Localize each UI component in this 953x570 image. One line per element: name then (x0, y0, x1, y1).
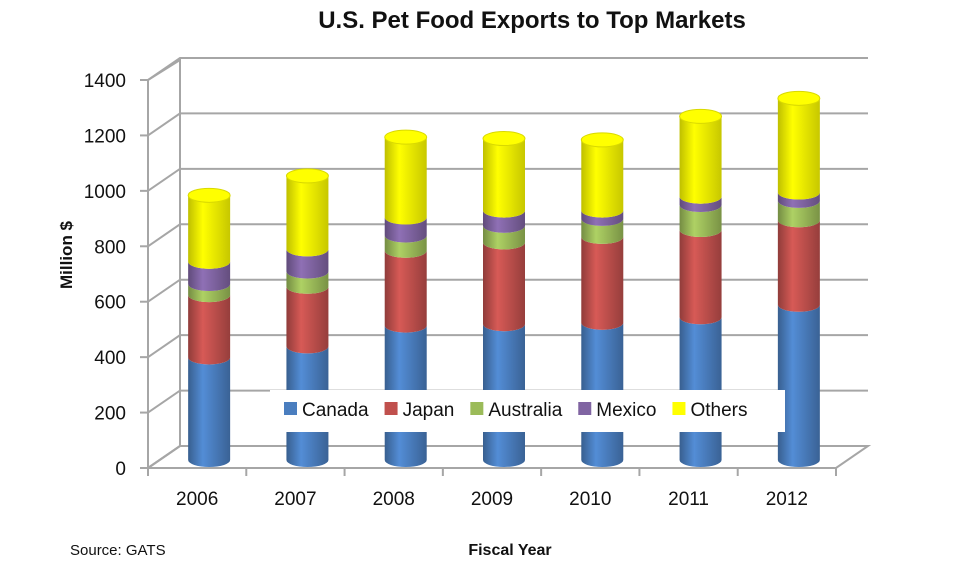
gridline (147, 223, 868, 248)
y-tick-label: 1400 (84, 71, 126, 92)
x-tick-label: 2006 (176, 489, 218, 510)
bars (187, 90, 821, 467)
bar-segment-mexico (483, 210, 525, 233)
legend-swatch-canada (284, 402, 297, 415)
bar-cap (482, 131, 526, 147)
bar-segment-canada (777, 304, 820, 467)
bar-segment-mexico (188, 261, 231, 292)
bar-segment-australia (483, 225, 525, 250)
bar-segment-australia (188, 284, 231, 303)
legend-box (270, 390, 785, 432)
bar-segment-mexico (777, 192, 820, 208)
bar-segment-mexico (581, 210, 624, 226)
bar-segment-australia (777, 200, 820, 228)
x-axis-label: Fiscal Year (468, 542, 551, 559)
legend-label-canada: Canada (302, 400, 369, 421)
gridlines (140, 57, 868, 469)
bar-segment-australia (384, 235, 427, 258)
y-tick-label: 0 (115, 459, 126, 480)
bar-segment-japan (581, 236, 624, 330)
x-axis-ticks: 2006 2007 2008 2009 2010 2011 2012 (147, 468, 837, 510)
bar-segment-australia (286, 271, 329, 294)
x-tick-label: 2009 (471, 489, 513, 510)
y-tick-label: 1200 (84, 126, 126, 147)
bar-segment-others (679, 116, 722, 204)
y-tick-label: 800 (94, 237, 126, 258)
x-tick-label: 2008 (373, 489, 415, 510)
bar-segment-others (581, 139, 624, 218)
gridline (147, 167, 868, 192)
y-axis-label: Million $ (57, 220, 76, 289)
bar-cap (285, 168, 329, 184)
bar-segment-japan (384, 250, 427, 333)
x-tick-label: 2010 (569, 489, 611, 510)
legend-label-others: Others (690, 400, 747, 421)
legend-swatch-japan (384, 402, 398, 415)
bar-segment-mexico (286, 249, 329, 279)
gridline (147, 112, 868, 137)
bar-segment-japan (483, 242, 525, 332)
legend-label-japan: Japan (403, 400, 455, 421)
bar-cap (187, 187, 231, 203)
bar-segment-japan (679, 229, 722, 325)
bar-cap (679, 108, 723, 124)
chart-title: U.S. Pet Food Exports to Top Markets (318, 7, 746, 34)
gridline (147, 278, 868, 303)
source-note: Source: GATS (70, 542, 166, 559)
bar-cap (384, 129, 428, 145)
bar-cap (777, 90, 821, 106)
bar-stack-2012 (777, 90, 821, 467)
y-tick-label: 600 (94, 293, 126, 314)
bar-cap (580, 132, 624, 148)
bar-segment-mexico (679, 196, 722, 213)
gridline (147, 334, 868, 358)
x-tick-label: 2011 (668, 489, 709, 510)
legend-label-mexico: Mexico (596, 400, 656, 421)
bar-segment-others (483, 138, 525, 218)
bar-segment-australia (581, 218, 624, 244)
bar-segment-others (188, 195, 231, 269)
x-tick-label: 2007 (274, 489, 316, 510)
bar-segment-japan (777, 220, 820, 312)
bar-segment-others (286, 175, 329, 257)
legend: Canada Japan Australia Mexico Others (270, 390, 785, 432)
bar-segment-australia (679, 205, 722, 237)
gridline (147, 57, 868, 81)
gridline (147, 445, 868, 469)
bar-segment-japan (188, 295, 231, 365)
legend-swatch-australia (470, 402, 484, 415)
y-tick-label: 200 (94, 404, 126, 425)
legend-swatch-others (672, 402, 686, 415)
bar-segment-others (777, 98, 820, 200)
y-axis-ticks: 0 200 400 600 800 1000 1200 1400 (84, 71, 126, 480)
x-tick-label: 2012 (766, 489, 808, 510)
legend-swatch-mexico (578, 402, 592, 415)
legend-label-australia: Australia (488, 400, 562, 421)
bar-segment-canada (188, 357, 231, 467)
bar-segment-mexico (384, 217, 427, 243)
bar-segment-others (384, 137, 427, 225)
left-wall (147, 58, 181, 470)
y-tick-label: 400 (94, 348, 126, 369)
bar-segment-japan (286, 286, 329, 354)
bar-stack-2006 (187, 187, 231, 467)
y-tick-label: 1000 (84, 182, 126, 203)
